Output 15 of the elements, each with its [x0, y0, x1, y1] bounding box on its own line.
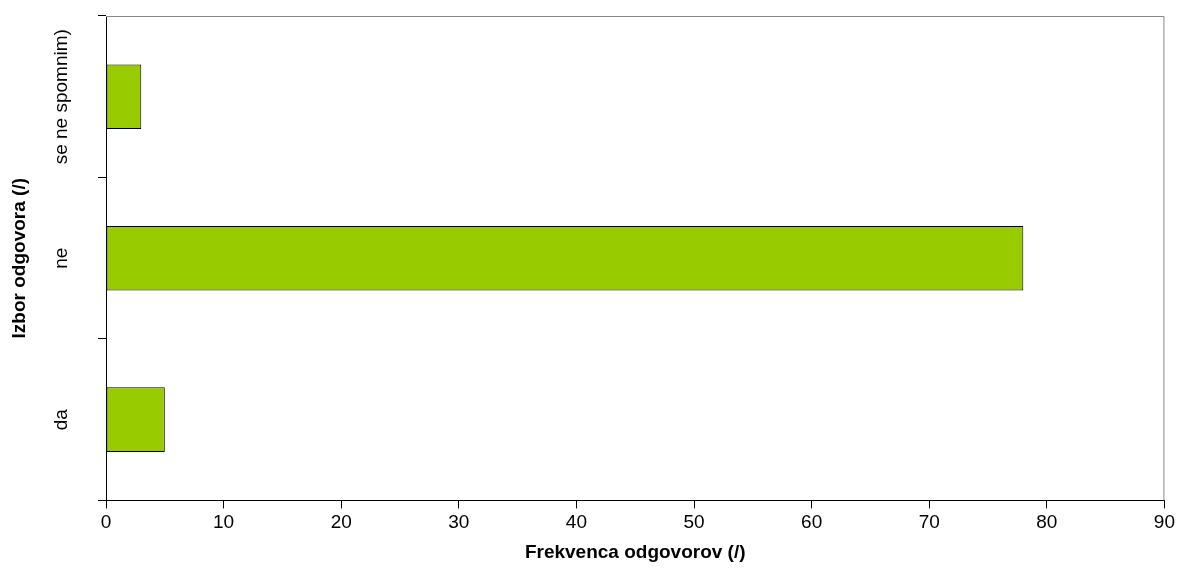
- x-tick-label: 70: [918, 511, 940, 533]
- y-tick-label: da: [50, 408, 72, 431]
- x-tick-label: 10: [213, 511, 235, 533]
- x-axis-title: Frekvenca odgovorov (/): [524, 540, 746, 562]
- x-tick-label: 20: [330, 511, 352, 533]
- x-tick-label: 40: [565, 511, 587, 533]
- x-tick-label: 80: [1036, 511, 1058, 533]
- y-tick-label: ne: [50, 247, 72, 269]
- y-axis-title: Izbor odgovora (/): [8, 177, 30, 339]
- x-tick-label: 0: [100, 511, 112, 533]
- y-tick-label: se ne spomnim): [50, 29, 72, 165]
- x-tick-label: 90: [1153, 511, 1175, 533]
- x-tick-label: 30: [448, 511, 470, 533]
- x-tick-label: 50: [683, 511, 705, 533]
- x-tick-label: 60: [801, 511, 823, 533]
